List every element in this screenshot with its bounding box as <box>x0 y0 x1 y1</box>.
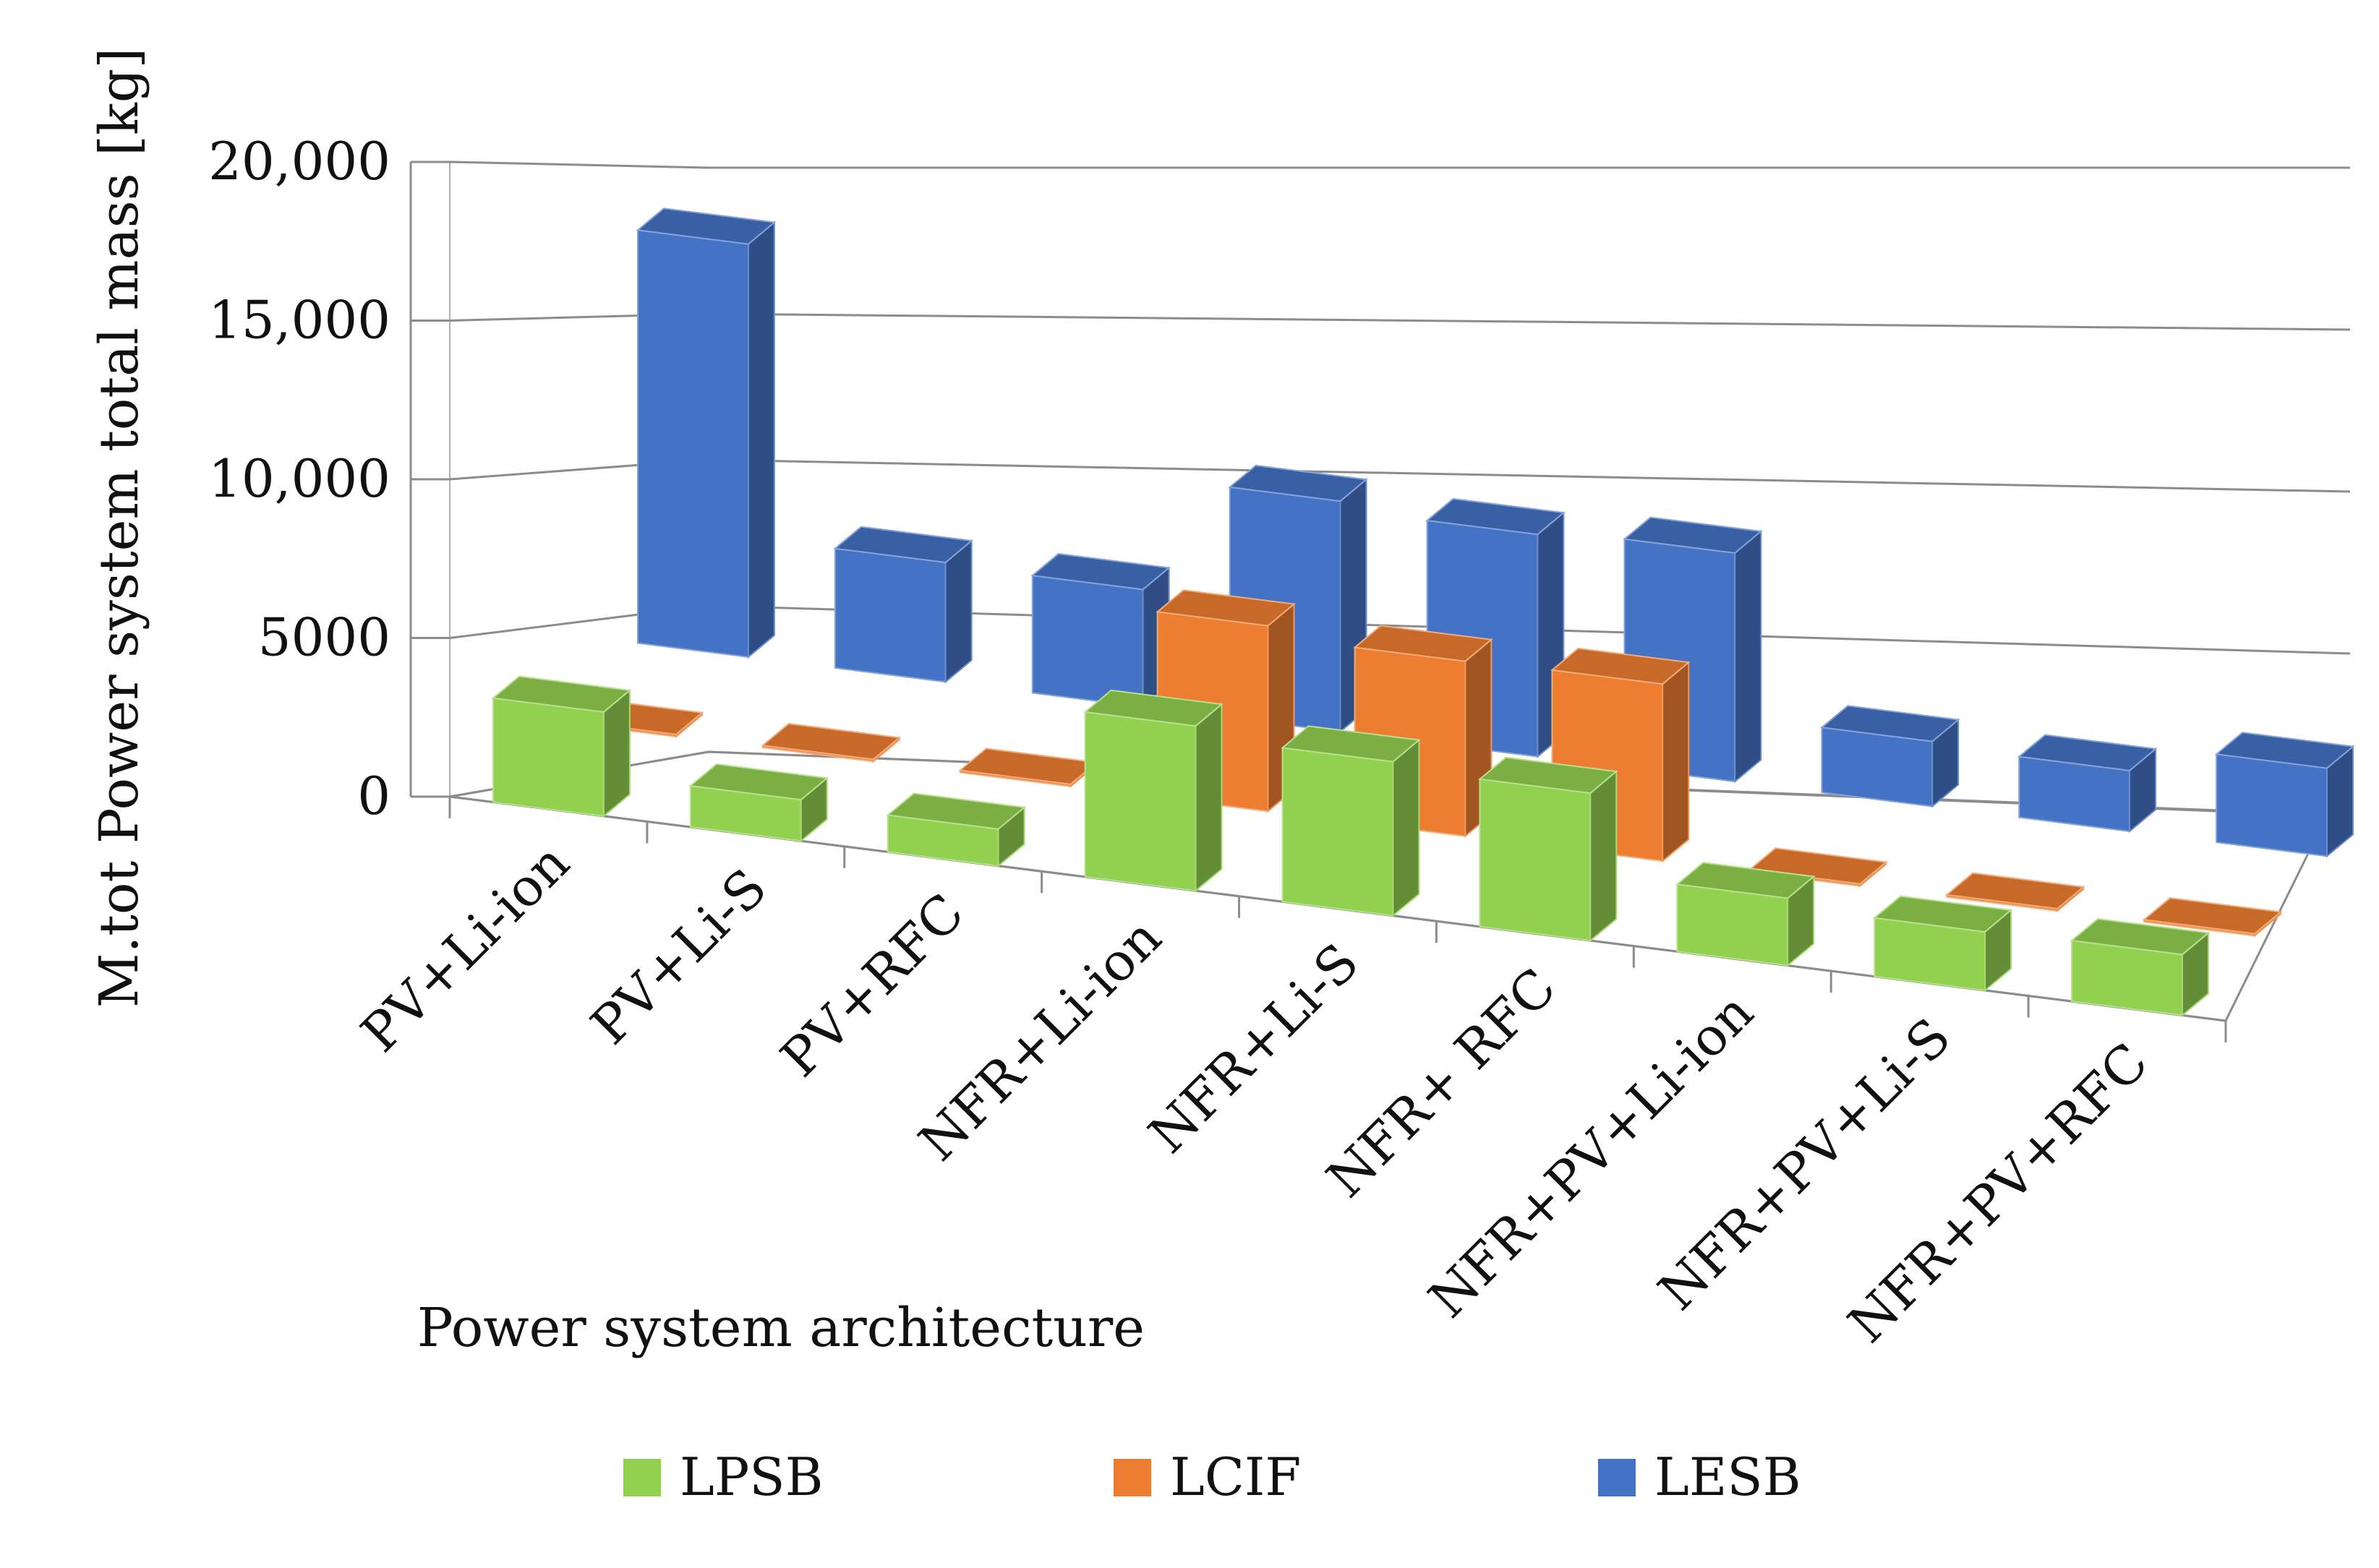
legend-label-lpsb: LPSB <box>680 1447 824 1507</box>
bar-side <box>1589 769 1618 943</box>
gridline <box>411 312 2351 331</box>
y-axis-title: M.tot Power system total mass [kg] <box>88 48 150 1008</box>
y-tick-label: 5000 <box>258 607 390 668</box>
bar-top <box>1675 862 1816 899</box>
y-tick-label: 0 <box>357 766 390 826</box>
bar-top <box>688 763 829 801</box>
bar-lesb-6 <box>1819 705 1960 808</box>
bar-face <box>1479 778 1592 942</box>
legend-label-lesb: LESB <box>1654 1447 1801 1507</box>
bar-lcif-2 <box>958 747 1099 788</box>
bar-face <box>637 229 749 659</box>
bar-lcif-8 <box>2142 897 2283 938</box>
bar-lpsb-8 <box>2070 918 2211 1017</box>
bar-top <box>1083 689 1223 727</box>
bar-top <box>1281 725 1421 763</box>
bar-lpsb-7 <box>1872 895 2013 993</box>
bar-top <box>1425 497 1566 536</box>
chart-bars <box>491 207 2355 1017</box>
bar-top <box>833 526 974 564</box>
bar-top <box>2070 918 2211 956</box>
bar-lpsb-4 <box>1281 725 1421 917</box>
bar-face <box>834 547 947 683</box>
bar-top <box>1550 647 1691 685</box>
x-tick-label: NFR+Li-S <box>1137 932 1370 1165</box>
bar-lpsb-6 <box>1675 862 1816 967</box>
y-tick-label: 10,000 <box>208 448 390 509</box>
bar-lcif-1 <box>761 723 902 763</box>
bar-top <box>1623 516 1763 554</box>
bar-top <box>2214 732 2355 769</box>
bar-top <box>886 792 1027 830</box>
bar-top <box>1819 705 1960 742</box>
y-tick-label: 15,000 <box>208 290 390 351</box>
legend-swatch-lpsb <box>623 1459 661 1496</box>
bar-side <box>944 539 973 684</box>
bar-top <box>2142 897 2283 935</box>
x-tick-label: PV+Li-ion <box>349 832 581 1063</box>
y-axis-ticks: 0 5000 10,000 15,000 20,000 <box>208 131 390 826</box>
bar-top <box>761 723 902 761</box>
x-axis-title: Power system architecture <box>417 1297 1145 1359</box>
legend-swatch-lcif <box>1114 1459 1151 1496</box>
bar-lesb-2 <box>1030 553 1171 708</box>
x-tick-label: NFR+ RFC <box>1315 956 1568 1209</box>
bar-top <box>1747 847 1888 885</box>
bar-face <box>1031 574 1144 708</box>
bar-side <box>747 220 775 659</box>
y-tick-label: 20,000 <box>208 131 390 192</box>
bar-top <box>958 747 1099 785</box>
bar-side <box>1195 703 1223 893</box>
bar-top <box>1872 895 2013 933</box>
legend: LPSB LCIF LESB <box>623 1447 1801 1507</box>
bar-lpsb-0 <box>491 675 632 818</box>
bar-top <box>636 207 777 245</box>
bar-lpsb-3 <box>1083 689 1223 893</box>
bar-top <box>1944 872 2085 910</box>
bar-side <box>1734 529 1762 784</box>
bar-top <box>1478 756 1618 794</box>
bar-top <box>2017 734 2158 771</box>
bar-top <box>1353 625 1493 662</box>
bar-lpsb-1 <box>688 763 829 843</box>
bar-side <box>1392 738 1420 917</box>
x-tick-label: PV+RFC <box>769 882 975 1089</box>
legend-label-lcif: LCIF <box>1170 1447 1301 1507</box>
bar-lesb-0 <box>636 207 777 659</box>
bar-lpsb-5 <box>1478 756 1618 943</box>
bar-top <box>1228 464 1368 502</box>
gridline <box>411 160 2350 169</box>
bar-lesb-8 <box>2214 732 2355 858</box>
bar-top <box>491 675 632 713</box>
gridline <box>411 458 2351 493</box>
bar-lesb-7 <box>2017 734 2158 834</box>
bar-top <box>1030 553 1171 591</box>
bar-top <box>1156 589 1296 627</box>
bar-face <box>492 697 605 818</box>
legend-swatch-lesb <box>1598 1459 1636 1496</box>
bar-face <box>1084 711 1197 892</box>
bar-lcif-7 <box>1944 872 2085 913</box>
x-tick-label: PV+Li-S <box>579 857 778 1055</box>
bar-lpsb-2 <box>886 792 1027 867</box>
bar-side <box>1662 661 1690 863</box>
bar-face <box>2216 753 2328 857</box>
bar-face <box>1281 747 1394 917</box>
bar-lesb-1 <box>833 526 974 684</box>
